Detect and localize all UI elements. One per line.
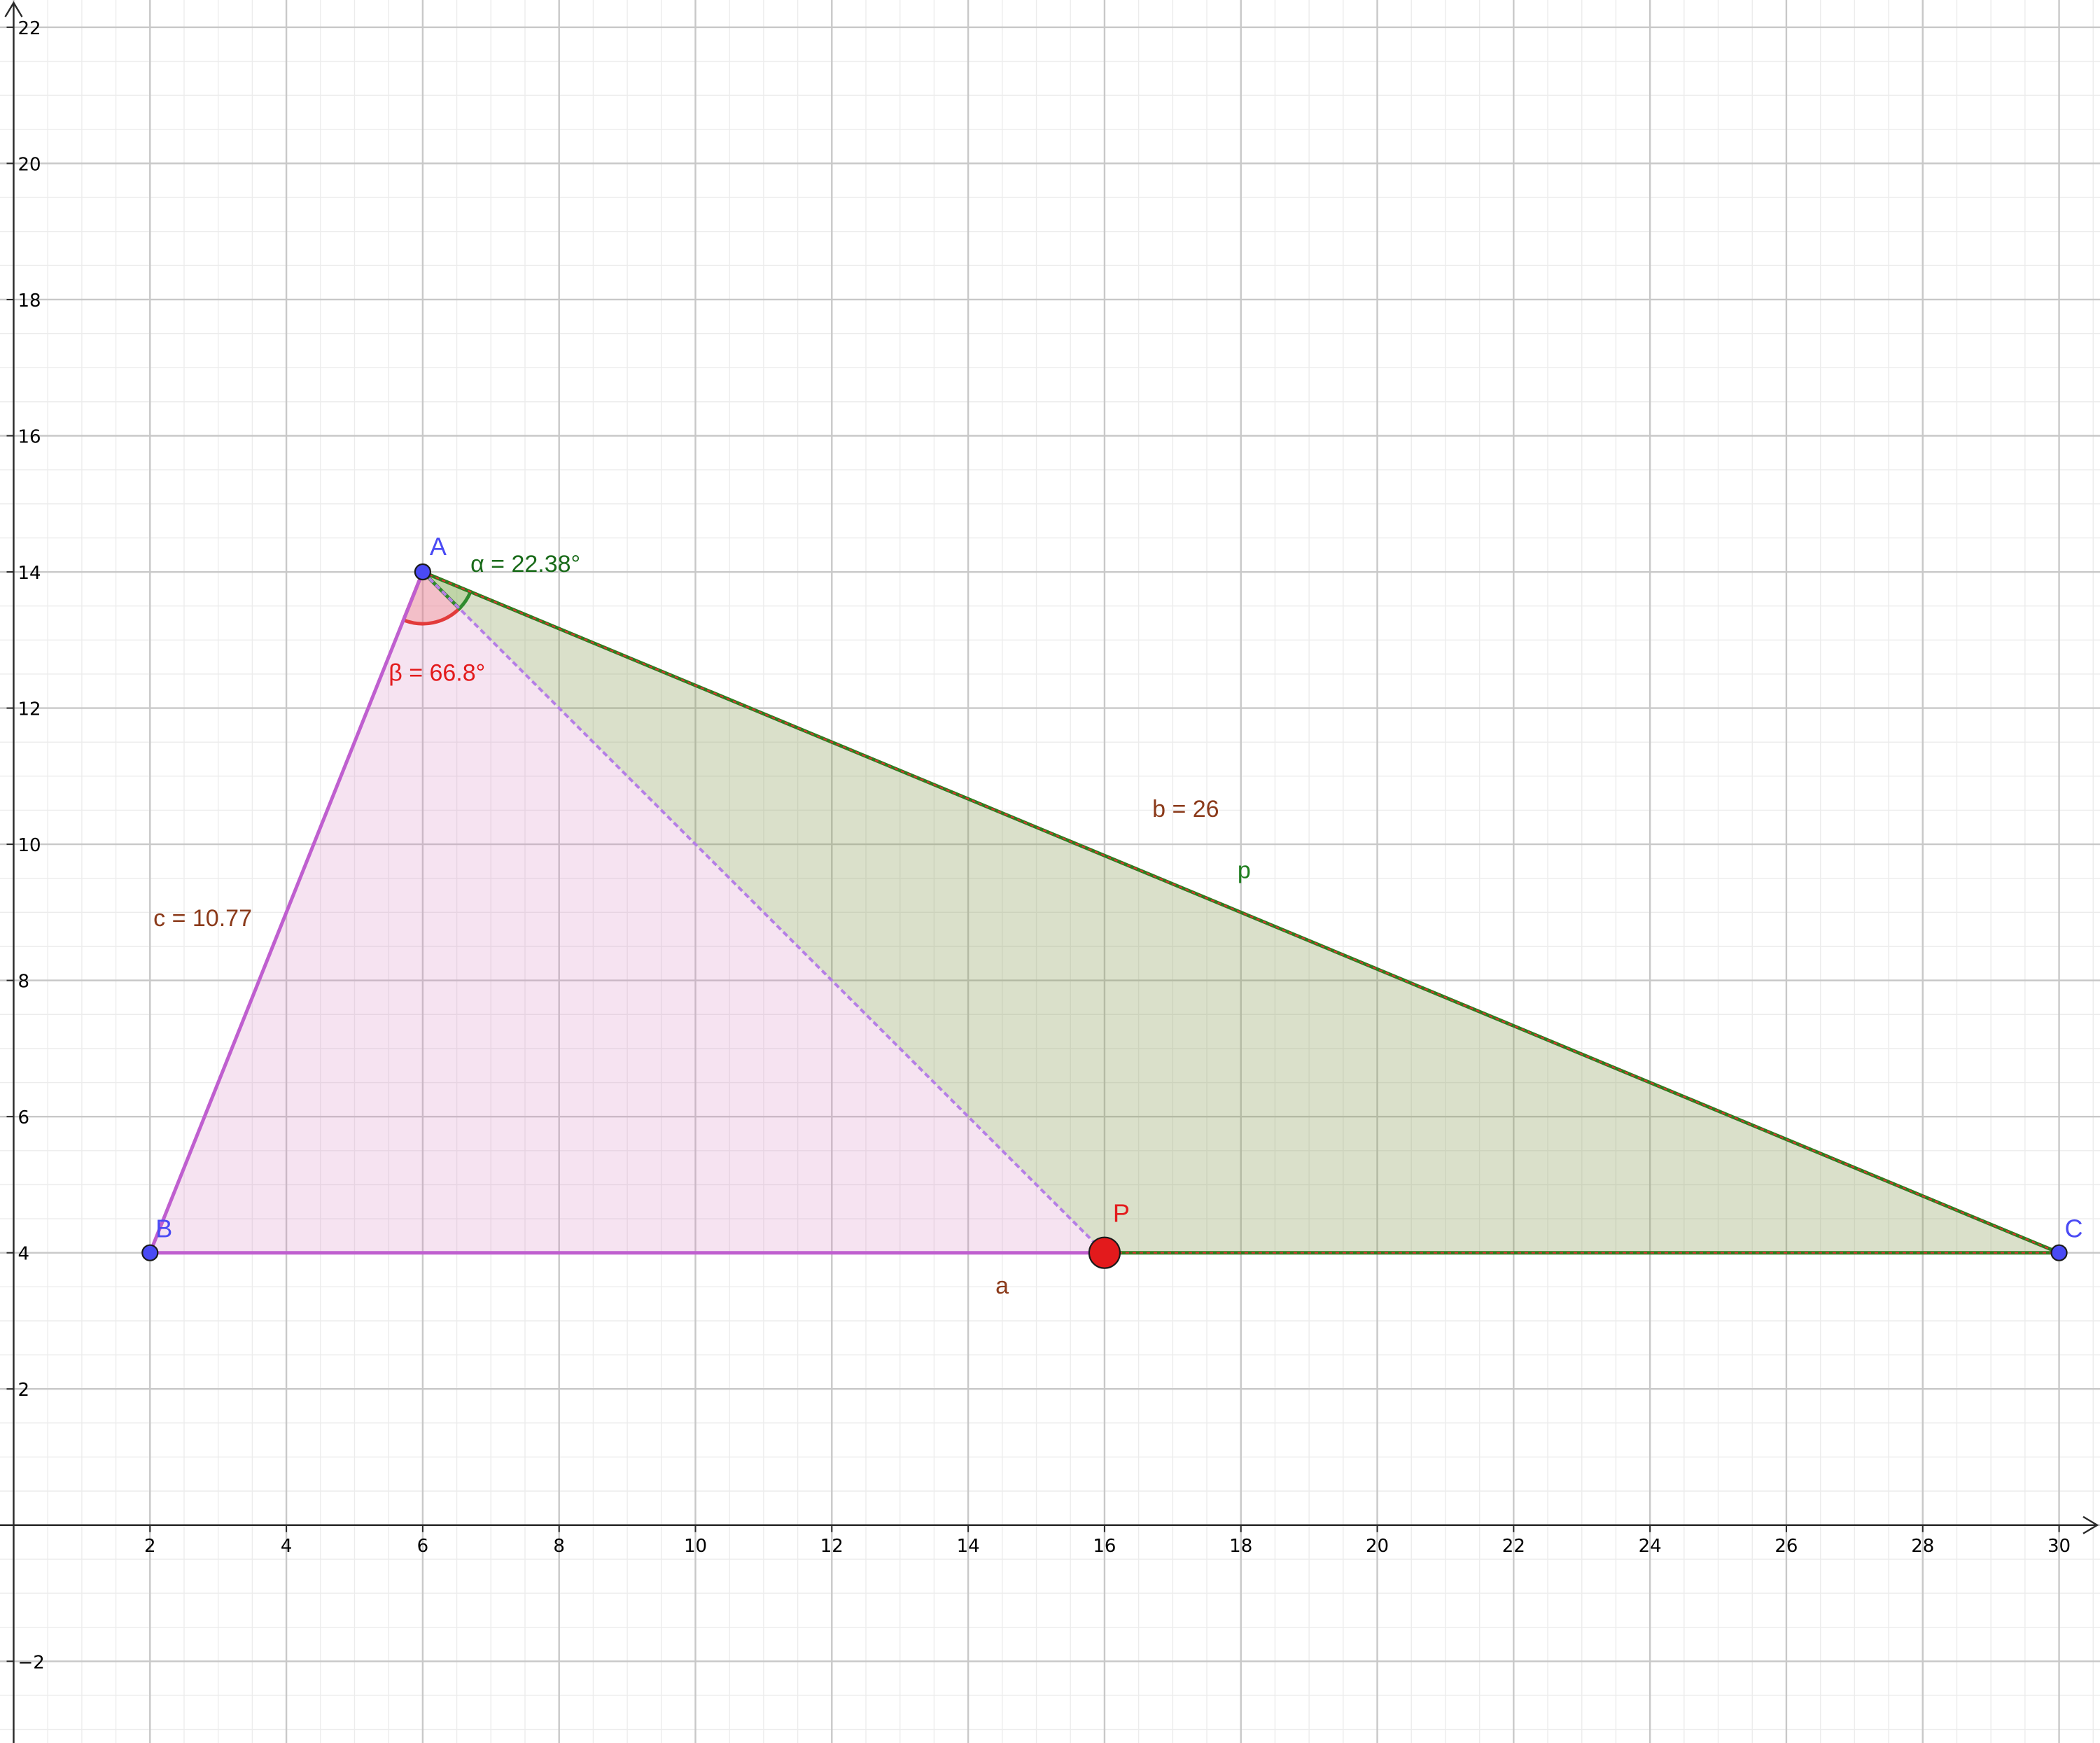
x-tick-label: 6 bbox=[417, 1536, 429, 1557]
point-a-label: A bbox=[430, 532, 447, 561]
angle-beta-arc[interactable] bbox=[401, 568, 462, 626]
x-tick-label: 16 bbox=[1093, 1536, 1116, 1557]
x-tick-label: 22 bbox=[1502, 1536, 1525, 1557]
x-axis-arrow-icon bbox=[2082, 1516, 2099, 1534]
x-tick-label: 20 bbox=[1366, 1536, 1389, 1557]
y-tick-label: 6 bbox=[18, 1107, 29, 1128]
y-tick-label: 16 bbox=[18, 427, 41, 448]
y-tick-label: 4 bbox=[18, 1244, 29, 1265]
y-tick-label: 18 bbox=[18, 290, 41, 312]
y-tick-label: 8 bbox=[18, 972, 29, 993]
y-tick-label: 2 bbox=[18, 1380, 29, 1401]
x-tick-label: 26 bbox=[1774, 1536, 1798, 1557]
segment-b-red-dash[interactable] bbox=[422, 571, 2059, 1254]
x-tick-label: 10 bbox=[684, 1536, 707, 1557]
segment-c[interactable] bbox=[148, 571, 425, 1254]
point-c-marker[interactable] bbox=[2050, 1244, 2068, 1261]
y-tick-label: 14 bbox=[18, 563, 41, 584]
point-b-marker[interactable] bbox=[141, 1244, 159, 1261]
x-tick-label: 28 bbox=[1911, 1536, 1934, 1557]
side-a-label: a bbox=[995, 1273, 1009, 1299]
angle-beta-label: β = 66.8° bbox=[388, 660, 485, 687]
segment-p-label: p bbox=[1238, 858, 1251, 884]
y-tick-label: 20 bbox=[18, 154, 41, 175]
x-tick-label: 2 bbox=[144, 1536, 156, 1557]
points-layer: A B C P bbox=[141, 532, 2083, 1269]
y-tick-label: −2 bbox=[18, 1652, 44, 1673]
x-tick-label: 8 bbox=[553, 1536, 565, 1557]
point-c-label: C bbox=[2065, 1214, 2083, 1243]
y-tick-label: 22 bbox=[18, 18, 41, 39]
point-p-label: P bbox=[1113, 1199, 1130, 1228]
x-tick-label: 4 bbox=[281, 1536, 293, 1557]
x-tick-label: 14 bbox=[957, 1536, 980, 1557]
point-a-marker[interactable] bbox=[414, 563, 431, 581]
y-tick-label: 10 bbox=[18, 835, 41, 856]
y-axis-arrow-icon bbox=[4, 1, 23, 18]
x-tick-label: 30 bbox=[2047, 1536, 2071, 1557]
side-c-label: c = 10.77 bbox=[153, 905, 252, 932]
x-tick-label: 24 bbox=[1639, 1536, 1662, 1557]
x-tick-label: 12 bbox=[820, 1536, 844, 1557]
x-tick-label: 18 bbox=[1229, 1536, 1252, 1557]
angle-alpha-label: α = 22.38° bbox=[470, 551, 580, 578]
axis-tick-labels: 2 4 6 8 10 12 14 16 18 20 22 24 26 28 30−2246810121416… bbox=[18, 18, 2071, 1673]
side-b-label: b = 26 bbox=[1152, 796, 1219, 822]
y-tick-label: 12 bbox=[18, 699, 41, 720]
segment-ap-dashed[interactable] bbox=[421, 570, 1106, 1254]
point-b-label: B bbox=[155, 1214, 172, 1243]
point-p-marker[interactable] bbox=[1088, 1236, 1121, 1269]
triangle-abp-fill[interactable] bbox=[150, 572, 1105, 1253]
